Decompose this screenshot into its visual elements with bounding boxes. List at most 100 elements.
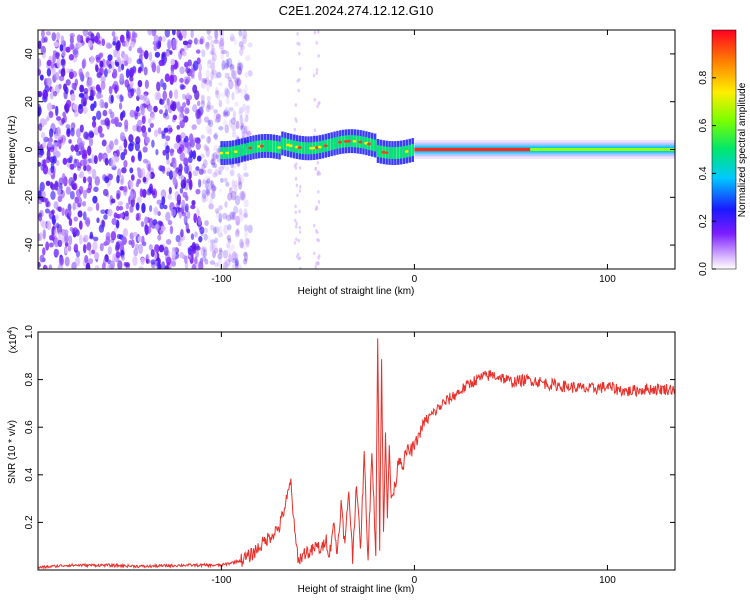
colorbar-gradient <box>711 29 737 270</box>
spectrogram-noise-cell <box>172 114 178 121</box>
spectrogram-noise-cell <box>222 119 228 127</box>
spectrogram-band-cell <box>263 139 267 152</box>
spectrogram-noise-cell <box>85 262 91 269</box>
spectrogram-noise-cell <box>87 40 93 48</box>
colorbar-tick-label: 0.0 <box>698 262 709 276</box>
spectrogram-noise-cell <box>166 39 172 50</box>
spectrogram-noise-cell <box>244 130 249 139</box>
spectrogram-noise-cell <box>229 33 235 42</box>
spectrogram-noise-cell <box>317 261 320 266</box>
spectrogram-noise-cell <box>296 252 300 257</box>
spectrogram-noise-cell <box>113 227 118 232</box>
spectrogram-noise-cell <box>73 216 78 222</box>
spectrogram-noise-cell <box>231 179 235 189</box>
spectrogram-noise-cell <box>234 86 240 95</box>
spectrogram-noise-cell <box>79 234 83 245</box>
spectrogram-noise-cell <box>119 94 123 103</box>
spectrogram-noise-cell <box>211 240 217 251</box>
spectrogram-band-cell <box>356 135 359 148</box>
spectrogram-noise-cell <box>244 72 248 79</box>
spectrogram-ylabel: Frequency (Hz) <box>7 116 18 185</box>
spectrogram-noise-cell <box>109 140 114 150</box>
spectrogram-noise-cell <box>246 130 252 137</box>
spectrogram-noise-cell <box>55 52 60 60</box>
spectrogram-noise-cell <box>214 169 220 176</box>
spectrogram-noise-cell <box>50 61 55 69</box>
spectrogram-band-cell <box>408 144 412 157</box>
spectrogram-noise-cell <box>182 102 187 109</box>
spectrogram-noise-cell <box>86 187 92 194</box>
spectrogram-noise-cell <box>68 209 72 217</box>
spectrogram-noise-cell <box>313 251 316 256</box>
spectrogram-noise-cell <box>80 96 87 107</box>
spectrogram-noise-cell <box>150 249 155 257</box>
spectrogram-noise-cell <box>129 167 134 174</box>
spectrogram-noise-cell <box>243 125 248 134</box>
spectrogram-noise-cell <box>223 177 228 183</box>
spectrogram-noise-cell <box>223 259 227 267</box>
spectrogram-noise-cell <box>124 40 129 48</box>
spectrogram-noise-cell <box>210 180 214 188</box>
spectrogram-noise-cell <box>120 255 125 261</box>
spectrogram-noise-cell <box>214 37 218 43</box>
spectrogram-noise-cell <box>192 104 198 113</box>
spectrogram-noise-cell <box>110 156 117 163</box>
spectrogram-noise-cell <box>117 260 123 269</box>
spectrogram-noise-cell <box>144 136 150 144</box>
spectrogram-noise-cell <box>159 165 166 172</box>
spectrogram-noise-cell <box>182 40 189 46</box>
spectrogram-noise-cell <box>313 30 317 35</box>
spectrogram-noise-cell <box>136 178 142 185</box>
spectrogram-noise-cell <box>86 242 92 251</box>
spectrogram-noise-cell <box>155 148 159 156</box>
spectrogram-noise-cell <box>313 128 317 133</box>
spectrogram-noise-cell <box>75 189 82 197</box>
spectrogram-noise-cell <box>111 217 117 226</box>
spectrogram-noise-cell <box>78 220 83 230</box>
spectrogram-noise-cell <box>168 127 173 133</box>
spectrogram-noise-cell <box>131 239 135 249</box>
spectrogram-noise-cell <box>135 202 140 211</box>
spectrogram-noise-cell <box>138 243 143 255</box>
spectrogram-noise-cell <box>172 39 177 49</box>
colorbar-ticks: 0.0 0.2 0.4 0.6 0.8 <box>698 70 716 276</box>
spectrogram-noise-cell <box>230 190 237 201</box>
spectrogram-noise-cell <box>215 210 220 219</box>
spectrogram-noise-cell <box>38 123 43 132</box>
spectrogram-noise-cell <box>223 262 228 269</box>
spectrogram-noise-cell <box>237 68 243 76</box>
spectrogram-noise-cell <box>57 187 62 196</box>
spectrogram-noise-cell <box>74 256 81 267</box>
spectrogram-noise-cell <box>210 62 216 71</box>
spectrogram-noise-cell <box>183 216 187 223</box>
spectrogram-noise-cell <box>93 155 98 165</box>
spectrogram-noise-cell <box>185 222 189 233</box>
spectrogram-noise-cell <box>137 119 143 126</box>
spectrogram-noise-cell <box>206 82 210 92</box>
spectrogram-noise-cell <box>236 77 241 88</box>
spectrogram-noise-cell <box>70 144 75 152</box>
spectrogram-noise-cell <box>104 117 110 127</box>
spectrogram-noise-cell <box>229 36 236 42</box>
spectrogram-noise-cell <box>147 104 153 113</box>
spectrogram-noise-cell <box>46 149 51 160</box>
spectrogram-noise-cell <box>227 192 233 201</box>
spectrogram-noise-cell <box>72 182 78 191</box>
spectrogram-noise-cell <box>242 251 248 257</box>
spectrogram-noise-cell <box>48 146 55 153</box>
spectrogram-noise-cell <box>180 228 184 238</box>
spectrogram-noise-cell <box>177 134 182 142</box>
snr-ytick-label: 0.2 <box>24 515 35 529</box>
spectrogram-noise-cell <box>181 199 186 209</box>
spectrogram-noise-cell <box>64 233 69 244</box>
spectrogram-noise-cell <box>149 113 156 121</box>
spectrogram-noise-cell <box>76 196 82 207</box>
spectrogram-noise-cell <box>210 47 217 58</box>
spectrogram-noise-cell <box>207 128 213 135</box>
spectrogram-xlabel: Height of straight line (km) <box>298 286 415 297</box>
spectrogram-noise-cell <box>166 97 170 106</box>
spectrogram-ytick-label: 40 <box>24 48 35 60</box>
spectrogram-noise-cell <box>207 119 211 126</box>
spectrogram-noise-cell <box>244 252 248 262</box>
spectrogram-noise-cell <box>88 130 94 138</box>
